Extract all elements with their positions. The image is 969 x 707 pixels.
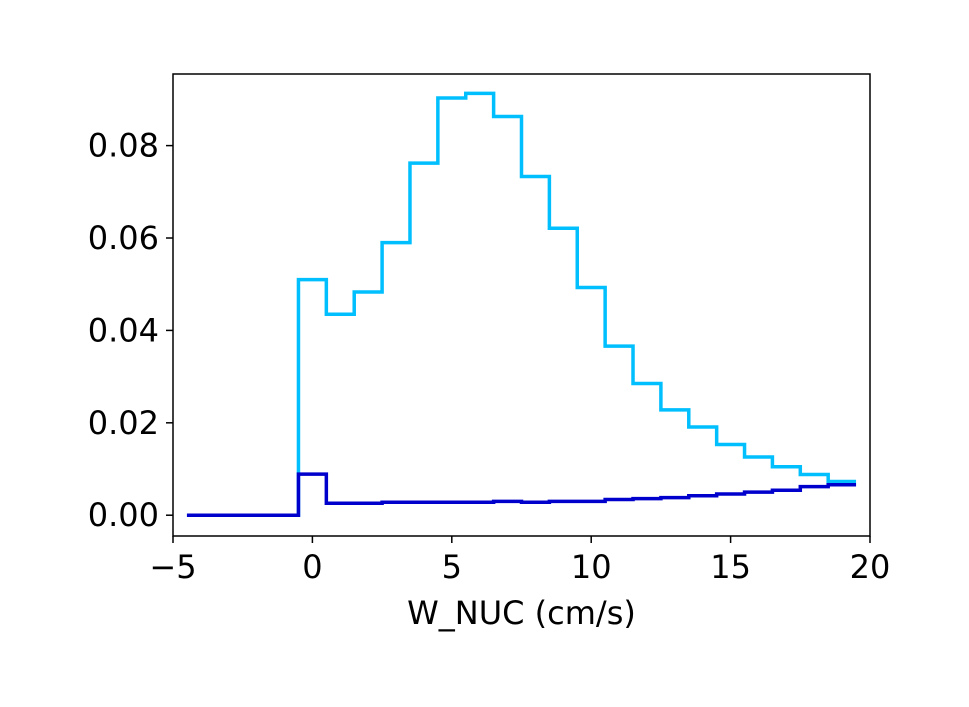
y-tick-label: 0.08 xyxy=(88,127,159,165)
x-tick-label: 20 xyxy=(850,548,891,586)
series-1-line xyxy=(186,91,857,517)
x-tick-label: 15 xyxy=(710,548,751,586)
y-tick-label: 0.06 xyxy=(88,219,159,257)
y-tick-label: 0.04 xyxy=(88,311,159,349)
y-tick-label: 0.02 xyxy=(88,404,159,442)
x-axis: −5 0 5 10 15 20 xyxy=(149,536,890,586)
y-axis: 0.00 0.02 0.04 0.06 0.08 xyxy=(88,127,173,534)
x-axis-label: W_NUC (cm/s) xyxy=(407,594,636,632)
y-tick-label: 0.00 xyxy=(88,496,159,534)
plot-frame xyxy=(172,73,871,537)
x-tick-label: −5 xyxy=(149,548,196,586)
x-tick-label: 0 xyxy=(302,548,322,586)
x-tick-label: 10 xyxy=(571,548,612,586)
series-layer xyxy=(186,91,857,517)
x-tick-label: 5 xyxy=(442,548,462,586)
series-2-line xyxy=(186,472,857,517)
